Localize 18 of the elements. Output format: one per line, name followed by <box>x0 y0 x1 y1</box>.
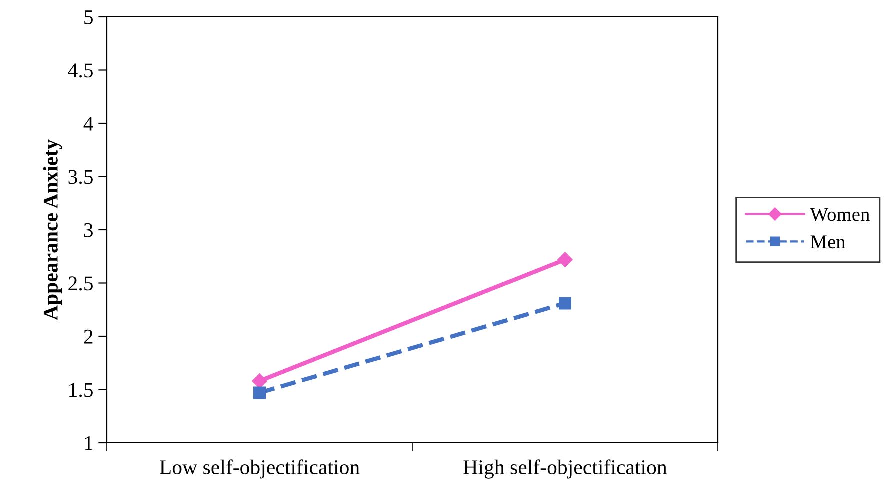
y-tick-label: 1 <box>85 436 93 450</box>
y-tick-label: 2 <box>84 330 93 344</box>
y-tick-label: 3 <box>84 223 93 238</box>
y-tick-label: 3.5 <box>68 170 93 184</box>
y-axis-title: Appearance Anxiety <box>43 140 62 320</box>
y-tick-label: 4.5 <box>68 64 93 78</box>
point <box>252 374 268 389</box>
legend-label: Men <box>810 236 846 249</box>
legend-label: Women <box>810 208 870 222</box>
x-tick-label: Low self-objectification <box>160 460 360 479</box>
x-tick-label: High self-objectification <box>464 460 668 479</box>
point <box>558 252 573 268</box>
point <box>254 386 266 400</box>
y-tick-label: 4 <box>84 117 94 131</box>
y-tick-label: 5 <box>84 10 93 24</box>
y-tick-label: 1.5 <box>70 383 93 398</box>
y-tick-label: 2.5 <box>68 276 93 291</box>
point <box>559 297 572 310</box>
